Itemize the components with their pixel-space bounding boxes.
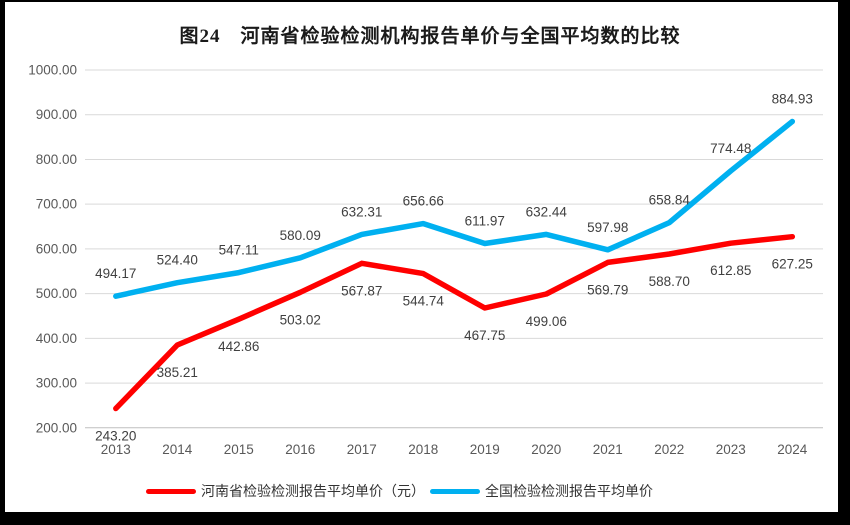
data-label: 632.44	[526, 204, 568, 219]
x-axis-tick-labels: 2013 2014 2015 2016 2017 2018 2019 2020 2021 2022…	[101, 442, 808, 457]
chart-figure: 图24 河南省检验检测机构报告单价与全国平均数的比较 200.00 300.00 4…	[5, 2, 838, 512]
data-label: 632.31	[341, 204, 382, 219]
series-line-1	[113, 118, 796, 299]
x-tick-label: 2019	[470, 442, 500, 457]
y-tick-label: 400.00	[36, 331, 77, 346]
data-label: 658.84	[649, 193, 691, 208]
data-label: 597.98	[587, 220, 628, 235]
y-tick-label: 300.00	[36, 376, 77, 391]
x-tick-label: 2024	[777, 442, 808, 457]
x-tick-label: 2023	[716, 442, 746, 457]
legend-label-national: 全国检验检测报告平均单价	[485, 483, 653, 499]
data-label: 467.75	[464, 328, 505, 343]
data-label: 385.21	[157, 365, 198, 380]
x-tick-label: 2014	[162, 442, 193, 457]
data-label: 612.85	[710, 263, 751, 278]
x-tick-label: 2013	[101, 442, 131, 457]
data-label: 494.17	[95, 266, 136, 281]
data-label: 611.97	[465, 214, 505, 229]
data-label: 503.02	[280, 312, 321, 327]
x-tick-label: 2020	[531, 442, 561, 457]
legend-line-blue-icon	[430, 488, 480, 494]
chart-title: 图24 河南省检验检测机构报告单价与全国平均数的比较	[179, 26, 681, 47]
legend-line-red-icon	[146, 488, 196, 494]
data-label: 569.79	[587, 282, 628, 297]
data-label: 580.09	[280, 228, 321, 243]
y-tick-label: 800.00	[36, 152, 77, 167]
series-0-data-labels: 243.20 385.21 442.86 503.02 567.87 544.74 467.…	[95, 257, 813, 444]
data-label: 884.93	[772, 91, 813, 106]
y-tick-label: 700.00	[36, 197, 77, 212]
x-tick-label: 2016	[285, 442, 315, 457]
data-label: 627.25	[772, 257, 813, 272]
data-label: 567.87	[341, 283, 382, 298]
y-tick-label: 900.00	[36, 107, 77, 122]
y-tick-label: 200.00	[36, 420, 77, 435]
legend-item-national: 全国检验检测报告平均单价	[430, 481, 653, 501]
data-label: 544.74	[403, 294, 445, 309]
x-tick-label: 2015	[224, 442, 254, 457]
x-tick-label: 2017	[347, 442, 377, 457]
data-label: 243.20	[95, 428, 136, 443]
data-label: 774.48	[710, 141, 751, 156]
data-label: 499.06	[526, 314, 567, 329]
y-axis-tick-labels: 200.00 300.00 400.00 500.00 600.00 700.00 800.…	[28, 63, 77, 436]
y-tick-label: 1000.00	[28, 63, 77, 78]
x-tick-label: 2021	[593, 442, 623, 457]
data-label: 588.70	[649, 274, 690, 289]
legend-item-henan: 河南省检验检测报告平均单价（元）	[146, 481, 425, 501]
y-tick-label: 600.00	[36, 241, 77, 256]
series-line-0	[113, 233, 796, 412]
y-tick-label: 500.00	[36, 286, 77, 301]
data-label: 547.11	[219, 243, 259, 258]
legend-label-henan: 河南省检验检测报告平均单价（元）	[201, 483, 425, 499]
data-label: 656.66	[403, 194, 444, 209]
x-tick-label: 2018	[408, 442, 438, 457]
data-label: 442.86	[218, 339, 259, 354]
legend: 河南省检验检测报告平均单价（元） 全国检验检测报告平均单价	[146, 481, 653, 501]
series-1-data-labels: 494.17 524.40 547.11 580.09 632.31 656.66 611.…	[95, 91, 813, 281]
data-label: 524.40	[157, 253, 198, 268]
x-tick-label: 2022	[654, 442, 684, 457]
line-chart-canvas: 200.00 300.00 400.00 500.00 600.00 700.00 800.…	[28, 63, 823, 457]
